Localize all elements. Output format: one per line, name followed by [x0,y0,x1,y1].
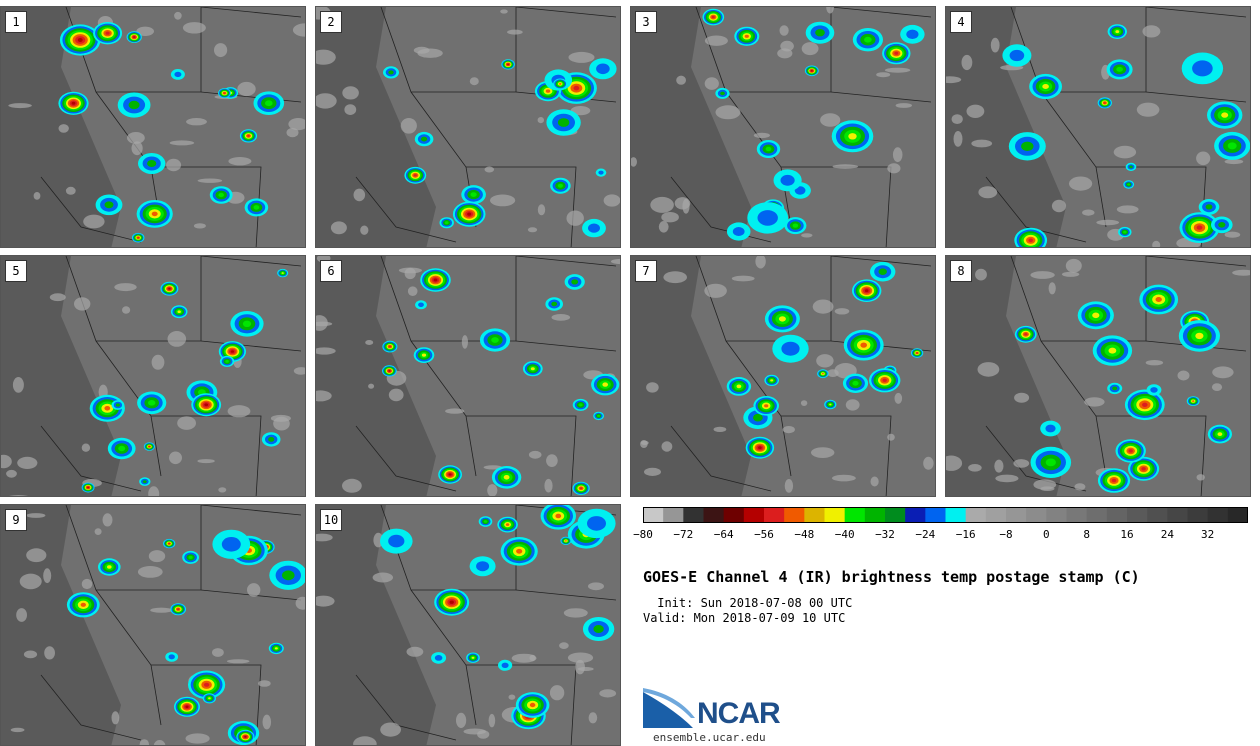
satellite-panel: 5 [0,255,306,497]
colorbar-tick-label: −24 [915,528,936,541]
init-time: Init: Sun 2018-07-08 00 UTC [650,596,853,610]
valid-time: Valid: Mon 2018-07-09 10 UTC [643,611,846,625]
ir-imagery [631,256,935,496]
panel-number: 7 [635,260,657,282]
colorbar-tick-label: −80 [633,528,653,541]
panel-number: 8 [950,260,972,282]
colorbar-cell [1106,507,1128,523]
panel-number: 6 [320,260,342,282]
ir-imagery [1,256,305,496]
panel-number: 3 [635,11,657,33]
colorbar-tick-label: −32 [875,528,895,541]
ir-imagery [316,505,620,745]
colorbar-cell [643,507,664,523]
colorbar-cell [1147,507,1168,523]
ir-imagery [1,7,305,247]
colorbar-cell [1207,507,1229,523]
satellite-panel: 9 [0,504,306,746]
colorbar-tick-label: −64 [713,528,734,541]
colorbar-cell [864,507,886,523]
colorbar-tick-label: −16 [955,528,976,541]
colorbar-cell [925,507,946,523]
colorbar-cell [1026,507,1047,523]
colorbar-cell [1167,507,1188,523]
ncar-logo [643,688,695,728]
colorbar-cell [905,507,926,523]
colorbar-cell [985,507,1007,523]
panel-number: 1 [5,11,27,33]
colorbar-cell [804,507,825,523]
colorbar-cell [824,507,846,523]
colorbar-tick-label: −40 [834,528,855,541]
ir-imagery [316,256,620,496]
colorbar-cell [1046,507,1067,523]
satellite-panel: 8 [945,255,1251,497]
colorbar-tick-label: 32 [1201,528,1215,541]
ir-imagery [631,7,935,247]
colorbar-cell [1227,507,1248,523]
satellite-panel: 3 [630,6,936,248]
panel-number: 4 [950,11,972,33]
colorbar-tick-label: 16 [1120,528,1134,541]
colorbar-tick-label: −72 [673,528,694,541]
panel-number: 2 [320,11,342,33]
colorbar-cell [885,507,906,523]
colorbar-tick-labels: −80 −72 −64 −56 −48 −40 −32 −24 −16 −8 0 8 16 24 32 [0,528,1260,544]
colorbar-cell [743,507,765,523]
colorbar-cell [1127,507,1148,523]
colorbar-tick-label: 24 [1160,528,1174,541]
colorbar-cell [965,507,987,523]
satellite-panel: 7 [630,255,936,497]
colorbar-tick-label: −48 [794,528,815,541]
satellite-panel: 10 [315,504,621,746]
colorbar-tick-label: 0 [1043,528,1050,541]
satellite-panel: 6 [315,255,621,497]
panel-number: 9 [5,509,27,531]
ir-imagery [1,505,305,745]
colorbar-cell [844,507,866,523]
colorbar-cell [945,507,967,523]
colorbar-cell [1086,507,1108,523]
ncar-logo-text: NCAR [697,697,781,730]
colorbar-cell [784,507,805,523]
site-url: ensemble.ucar.edu [653,731,766,744]
colorbar-tick-label: −8 [999,528,1013,541]
colorbar-cell [683,507,704,523]
colorbar-cell [764,507,785,523]
colorbar-cell [1066,507,1088,523]
colorbar-cell [723,507,745,523]
ir-imagery [946,7,1250,247]
colorbar-cell [1187,507,1209,523]
satellite-panel: 4 [945,6,1251,248]
colorbar-tick-label: −56 [754,528,774,541]
panel-number: 10 [320,509,342,531]
colorbar-cell [1006,507,1027,523]
colorbar-cell [703,507,725,523]
satellite-panel: 1 [0,6,306,248]
ir-imagery [946,256,1250,496]
panel-number: 5 [5,260,27,282]
colorbar-cell [663,507,684,523]
ir-imagery [316,7,620,247]
satellite-panel: 2 [315,6,621,248]
figure-title: GOES-E Channel 4 (IR) brightness temp po… [643,568,1140,586]
colorbar-tick-label: 8 [1083,528,1090,541]
colorbar [643,507,1248,523]
